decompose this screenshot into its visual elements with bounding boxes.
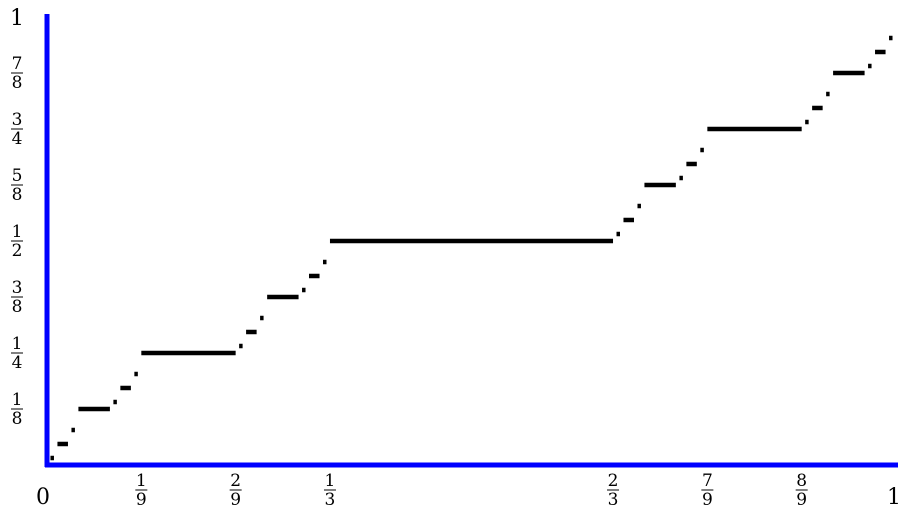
tick-denominator: 9	[136, 490, 147, 510]
tick-denominator: 3	[608, 490, 619, 510]
tick-denominator: 8	[12, 297, 23, 317]
x-tick-label: 23	[607, 471, 620, 510]
tick-value: 0	[36, 485, 50, 510]
tick-numerator: 5	[12, 166, 23, 186]
tick-denominator: 8	[12, 185, 23, 205]
tick-denominator: 8	[12, 73, 23, 93]
x-tick-label: 13	[323, 471, 336, 510]
x-tick-label: 89	[795, 471, 808, 510]
tick-denominator: 4	[12, 129, 23, 149]
y-tick-label: 18	[11, 390, 23, 429]
y-tick-label: 1	[10, 6, 24, 31]
tick-numerator: 3	[12, 278, 23, 298]
tick-denominator: 9	[230, 490, 241, 510]
tick-numerator: 1	[12, 334, 23, 354]
tick-value: 1	[10, 6, 24, 31]
tick-value: 1	[887, 485, 898, 510]
x-tick-label: 79	[701, 471, 714, 510]
tick-numerator: 8	[796, 471, 807, 491]
y-tick-label: 58	[11, 166, 23, 205]
tick-numerator: 2	[608, 471, 619, 491]
tick-denominator: 9	[796, 490, 807, 510]
x-tick-label: 1	[887, 485, 898, 510]
tick-numerator: 1	[325, 471, 336, 491]
y-tick-label: 78	[11, 54, 23, 93]
tick-denominator: 8	[12, 409, 23, 429]
tick-numerator: 1	[12, 222, 23, 242]
tick-numerator: 3	[12, 110, 23, 130]
tick-denominator: 2	[12, 241, 23, 261]
tick-denominator: 4	[12, 353, 23, 373]
y-tick-label: 14	[11, 334, 23, 373]
x-tick-label: 19	[135, 471, 148, 510]
tick-denominator: 3	[325, 490, 336, 510]
tick-numerator: 7	[702, 471, 713, 491]
tick-numerator: 2	[230, 471, 241, 491]
x-tick-label: 0	[36, 485, 50, 510]
y-tick-label: 34	[11, 110, 23, 149]
x-tick-label: 29	[229, 471, 242, 510]
step-series	[50, 35, 893, 461]
tick-denominator: 9	[702, 490, 713, 510]
tick-numerator: 1	[12, 390, 23, 410]
y-tick-label: 38	[11, 278, 23, 317]
y-tick-label: 12	[11, 222, 23, 261]
tick-numerator: 7	[12, 54, 23, 74]
tick-numerator: 1	[136, 471, 147, 491]
